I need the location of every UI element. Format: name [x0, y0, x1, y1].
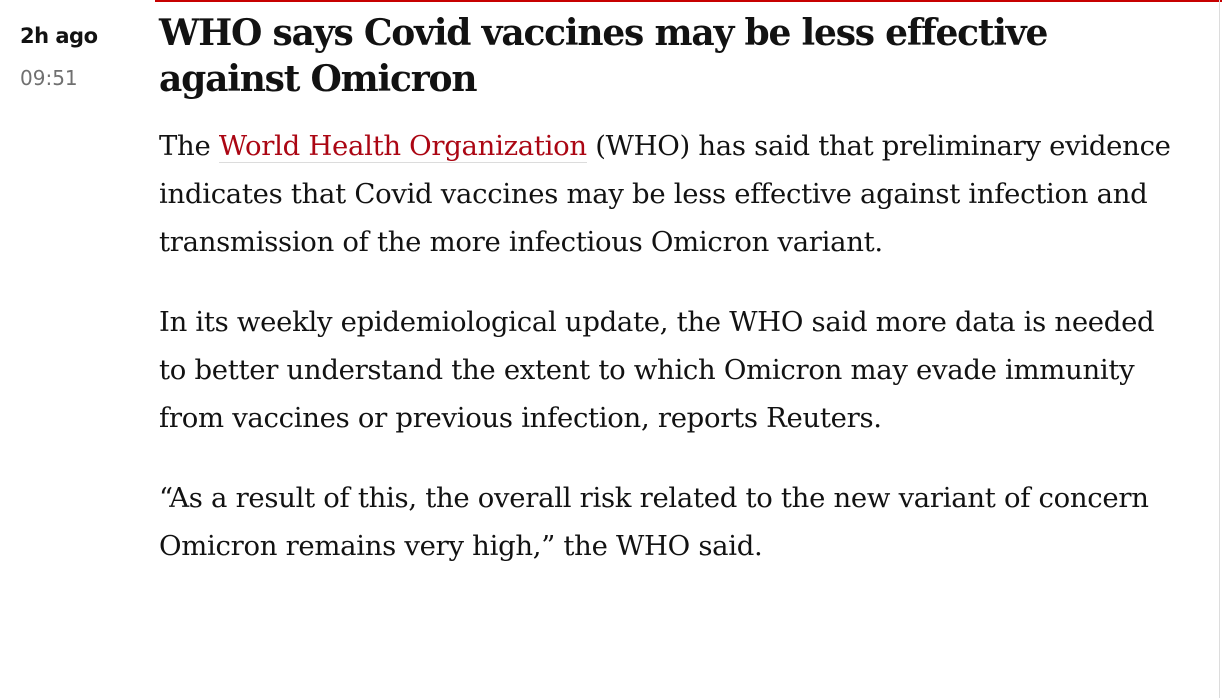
text: The	[159, 130, 219, 162]
link[interactable]: World Health Organization	[218, 130, 587, 163]
relative-time[interactable]: 2h ago	[20, 24, 98, 48]
content: WHO says Covid vaccines may be less effe…	[159, 10, 1179, 570]
headline: WHO says Covid vaccines may be less effe…	[159, 12, 1048, 100]
text: (WHO) has said that preliminary evidence…	[159, 130, 1171, 258]
paragraph: The World Health Organization (WHO) has …	[159, 122, 1179, 266]
timestamp: 2h ago 09:51	[20, 24, 98, 90]
top-rule	[155, 0, 1222, 2]
right-rule	[1219, 0, 1220, 698]
clock-time: 09:51	[20, 66, 78, 90]
paragraph: In its weekly epidemiological update, th…	[159, 306, 1155, 434]
paragraph: “As a result of this, the overall risk r…	[159, 482, 1149, 562]
